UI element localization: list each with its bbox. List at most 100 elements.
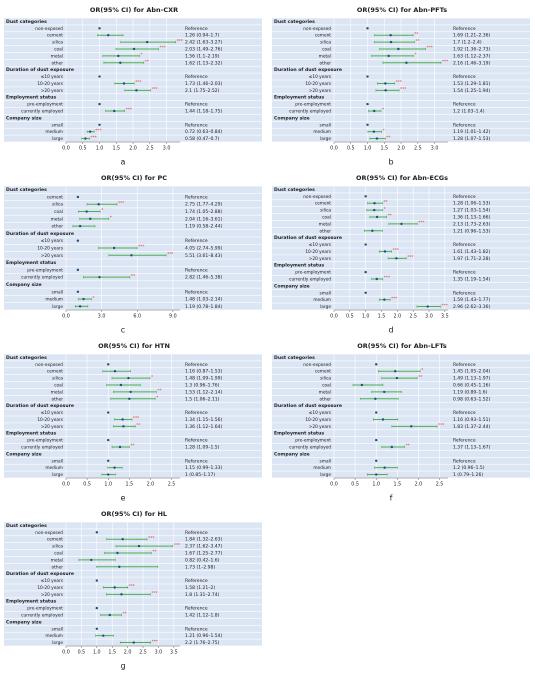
or-point bbox=[395, 376, 399, 380]
x-tick-label: 1.0 bbox=[372, 482, 380, 488]
or-label: 1.3 (0.96–1.76) bbox=[185, 383, 220, 389]
group-label: Duration of dust exposure bbox=[6, 403, 74, 409]
row-band bbox=[4, 295, 262, 303]
row-label: non-exposed bbox=[35, 26, 63, 32]
or-point bbox=[132, 47, 136, 51]
row-band bbox=[4, 402, 262, 409]
or-point bbox=[397, 47, 400, 51]
significance-stars: * bbox=[101, 208, 103, 213]
significance-stars: *** bbox=[90, 135, 96, 140]
or-point bbox=[137, 544, 141, 548]
row-label: metal bbox=[319, 53, 331, 59]
or-label: 1.35 (1.19–1.54) bbox=[453, 277, 490, 283]
x-tick-label: 1.5 bbox=[126, 482, 134, 488]
x-tick-label: 1.5 bbox=[112, 146, 120, 152]
or-point bbox=[384, 89, 387, 92]
or-point bbox=[102, 634, 105, 637]
x-tick-label: 2.5 bbox=[146, 146, 154, 152]
or-point bbox=[405, 61, 408, 64]
or-point bbox=[82, 297, 85, 301]
row-label: medium bbox=[313, 465, 331, 471]
group-label: Employment status bbox=[6, 599, 56, 605]
panel-letter: b bbox=[388, 158, 393, 167]
significance-stars: ** bbox=[136, 423, 140, 428]
row-band bbox=[4, 522, 262, 529]
group-label: Duration of dust exposure bbox=[274, 403, 342, 409]
or-point bbox=[98, 75, 101, 78]
or-label: Reference bbox=[185, 530, 208, 536]
or-label: 2.96 (2.62–3.36) bbox=[453, 304, 490, 310]
or-point bbox=[395, 257, 398, 260]
row-band bbox=[4, 361, 262, 368]
or-label: Reference bbox=[185, 578, 208, 584]
significance-stars: ** bbox=[145, 59, 149, 64]
or-point bbox=[78, 305, 82, 308]
significance-stars: *** bbox=[160, 45, 166, 50]
significance-stars: *** bbox=[400, 87, 406, 92]
or-label: 1.26 (0.94–1.7) bbox=[185, 33, 220, 39]
row-label: >20 years bbox=[309, 256, 332, 262]
row-band bbox=[272, 248, 530, 255]
row-label: small bbox=[320, 458, 331, 464]
panel-title: OR(95% CI) for HL bbox=[101, 510, 167, 518]
row-label: large bbox=[52, 640, 63, 646]
or-point bbox=[113, 466, 116, 469]
row-band bbox=[4, 450, 262, 458]
row-band bbox=[4, 416, 262, 423]
or-label: 1.21 (0.96–1.53) bbox=[453, 228, 490, 234]
row-label: >20 years bbox=[41, 88, 64, 94]
or-point bbox=[366, 123, 369, 126]
or-label: 1.28 (1.07–1.53) bbox=[453, 136, 490, 142]
x-tick-label: 1.5 bbox=[378, 314, 386, 320]
row-label: currently employed bbox=[289, 445, 331, 451]
or-label: 1.67 (1.25–2.77) bbox=[185, 551, 222, 557]
x-tick-label: 0.5 bbox=[351, 482, 359, 488]
or-point bbox=[375, 363, 378, 366]
or-point bbox=[373, 202, 376, 205]
row-band bbox=[4, 409, 262, 416]
or-point bbox=[389, 34, 392, 37]
or-point bbox=[381, 418, 385, 421]
group-label: Employment status bbox=[6, 95, 56, 101]
significance-stars: * bbox=[382, 107, 384, 112]
group-label: Employment status bbox=[6, 431, 56, 437]
or-label: 5.51 (3.61–8.43) bbox=[185, 253, 222, 259]
row-label: cement bbox=[47, 33, 64, 39]
significance-stars: *** bbox=[135, 80, 141, 85]
or-label: Reference bbox=[185, 289, 208, 295]
significance-stars: *** bbox=[152, 639, 158, 644]
or-label: Reference bbox=[453, 242, 476, 248]
row-label: coal bbox=[54, 209, 63, 215]
or-label: Reference bbox=[185, 238, 208, 244]
row-label: silica bbox=[52, 376, 63, 382]
row-band bbox=[4, 604, 262, 612]
or-label: 1.59 (1.43–1.77) bbox=[453, 297, 490, 303]
significance-stars: ** bbox=[157, 388, 161, 393]
or-label: Reference bbox=[453, 194, 476, 200]
significance-stars: *** bbox=[427, 45, 433, 50]
or-point bbox=[375, 215, 379, 219]
or-point bbox=[364, 195, 367, 198]
row-band bbox=[4, 584, 262, 591]
or-label: 1.73 (1.46–2.03) bbox=[185, 81, 222, 87]
panel-letter: e bbox=[121, 494, 126, 503]
or-point bbox=[76, 268, 80, 272]
row-band bbox=[4, 303, 262, 310]
or-point bbox=[107, 411, 110, 414]
panel-title: OR(95% CI) for PC bbox=[101, 174, 167, 182]
or-label: 2.82 (1.46–5.38) bbox=[185, 275, 222, 281]
or-point bbox=[120, 593, 123, 596]
row-band bbox=[272, 268, 530, 276]
or-label: Reference bbox=[453, 26, 476, 32]
x-tick-label: 1.0 bbox=[96, 146, 104, 152]
row-band bbox=[4, 632, 262, 639]
or-label: 1.2 (0.96–1.5) bbox=[453, 465, 485, 471]
significance-stars: *** bbox=[442, 59, 448, 64]
or-point bbox=[366, 27, 369, 30]
x-tick-label: 1.0 bbox=[362, 314, 370, 320]
or-label: 1.7 (1.2–2.4) bbox=[453, 40, 482, 46]
significance-stars: *** bbox=[138, 244, 144, 249]
or-point bbox=[95, 579, 99, 582]
x-tick-label: 3.5 bbox=[441, 314, 449, 320]
row-band bbox=[4, 222, 262, 230]
